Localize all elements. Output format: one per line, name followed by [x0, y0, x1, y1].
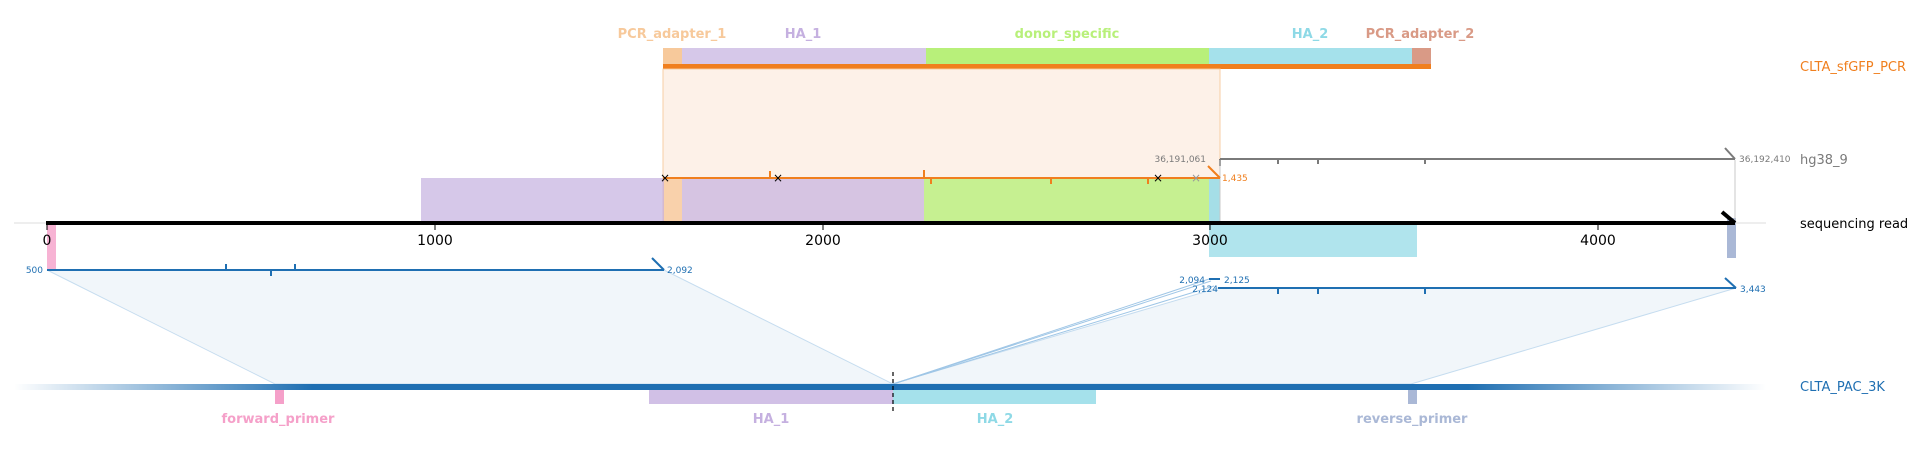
track-label-pcr: CLTA_sfGFP_PCR: [1800, 60, 1906, 75]
pac-b-coord-2: 2,125: [1224, 276, 1250, 286]
pcr-track-line: [663, 64, 1431, 69]
donor-specific-block: [926, 48, 1209, 64]
pcr-adapter-2-label: PCR_adapter_2: [1366, 27, 1475, 42]
pac-alignment-b-fill: [891, 287, 1737, 385]
pcr-read-alignment: 1,435 × × × ×: [660, 165, 1248, 185]
pcr-adapter-2-block: [1412, 48, 1431, 64]
pac-b-coord-1: 2,094: [1179, 276, 1205, 286]
read-tick-label-1000: 1000: [417, 233, 453, 249]
ha-2-label-bottom: HA_2: [977, 412, 1014, 427]
track-label-pac: CLTA_PAC_3K: [1800, 380, 1885, 395]
pac-read-alignments: 500 2,092 2,094 2,125 2,124 3,443: [26, 257, 1766, 295]
orange-end-hook: [1207, 165, 1221, 179]
read-tick-label-0: 0: [43, 233, 52, 249]
pac-b-end-coord: 3,443: [1740, 285, 1766, 295]
forward-primer-label: forward_primer: [222, 412, 336, 427]
ha-2-read-shade: [1209, 223, 1417, 257]
mismatch-marker-1: ×: [660, 171, 670, 185]
read-axis-end-hook: [1720, 210, 1737, 225]
genome-end-hook: [1724, 147, 1736, 160]
genome-alignment: 36,191,061 36,192,410: [1154, 147, 1791, 222]
genome-start-coord: 36,191,061: [1154, 155, 1206, 165]
donor-specific-label: donor_specific: [1015, 27, 1120, 42]
pac-alignment-b-hook: [1724, 277, 1737, 289]
pcr-adapter-1-label: PCR_adapter_1: [618, 27, 727, 42]
read-tick-label-2000: 2000: [805, 233, 841, 249]
read-axis: 0 1000 2000 3000 4000: [14, 210, 1766, 249]
ha-2-label-top: HA_2: [1292, 27, 1329, 42]
reverse-primer-label: reverse_primer: [1357, 412, 1469, 427]
forward-primer-block: [275, 390, 284, 404]
track-label-read: sequencing read: [1800, 217, 1908, 232]
mismatch-marker-4: ×: [1191, 171, 1201, 185]
donor-specific-shade: [924, 178, 1209, 223]
forward-primer-read-shade: [47, 223, 56, 270]
ha-1-block-top: [682, 48, 926, 64]
pcr-feature-bars: [663, 48, 1431, 69]
mismatch-marker-3: ×: [1153, 171, 1163, 185]
pac-b-connector-3: [892, 285, 1215, 385]
pcr-adapter-1-shade: [663, 178, 682, 223]
ha-1-label-top: HA_1: [785, 27, 822, 42]
pac-b-connector-2: [892, 280, 1212, 385]
mismatch-marker-2: ×: [773, 171, 783, 185]
pac-b-coord-3: 2,124: [1192, 285, 1218, 295]
pac-alignment-a-fill: [46, 269, 894, 385]
ha-1-shade-mid: [682, 178, 924, 223]
pac-a-end-coord: 2,092: [667, 266, 693, 276]
orange-end-coord: 1,435: [1222, 174, 1248, 184]
ha-2-block-top: [1209, 48, 1412, 64]
pac-reference-bar: [14, 384, 1766, 390]
genome-end-coord: 36,192,410: [1739, 155, 1791, 165]
ha-2-shade-mid: [1209, 178, 1220, 223]
ha-1-read-shade: [421, 178, 664, 223]
reverse-primer-read-shade: [1727, 218, 1736, 258]
read-tick-label-4000: 4000: [1580, 233, 1616, 249]
reverse-primer-block: [1408, 390, 1417, 404]
ha-1-label-bottom: HA_1: [753, 412, 790, 427]
ha-1-block-bottom: [649, 390, 893, 404]
pac-a-start-coord: 500: [26, 266, 43, 276]
ha-2-block-bottom: [893, 390, 1096, 404]
read-tick-label-3000: 3000: [1192, 233, 1228, 249]
track-label-genome: hg38_9: [1800, 153, 1848, 168]
pac-alignment-a-hook: [651, 257, 665, 271]
pcr-adapter-1-block: [663, 48, 682, 64]
